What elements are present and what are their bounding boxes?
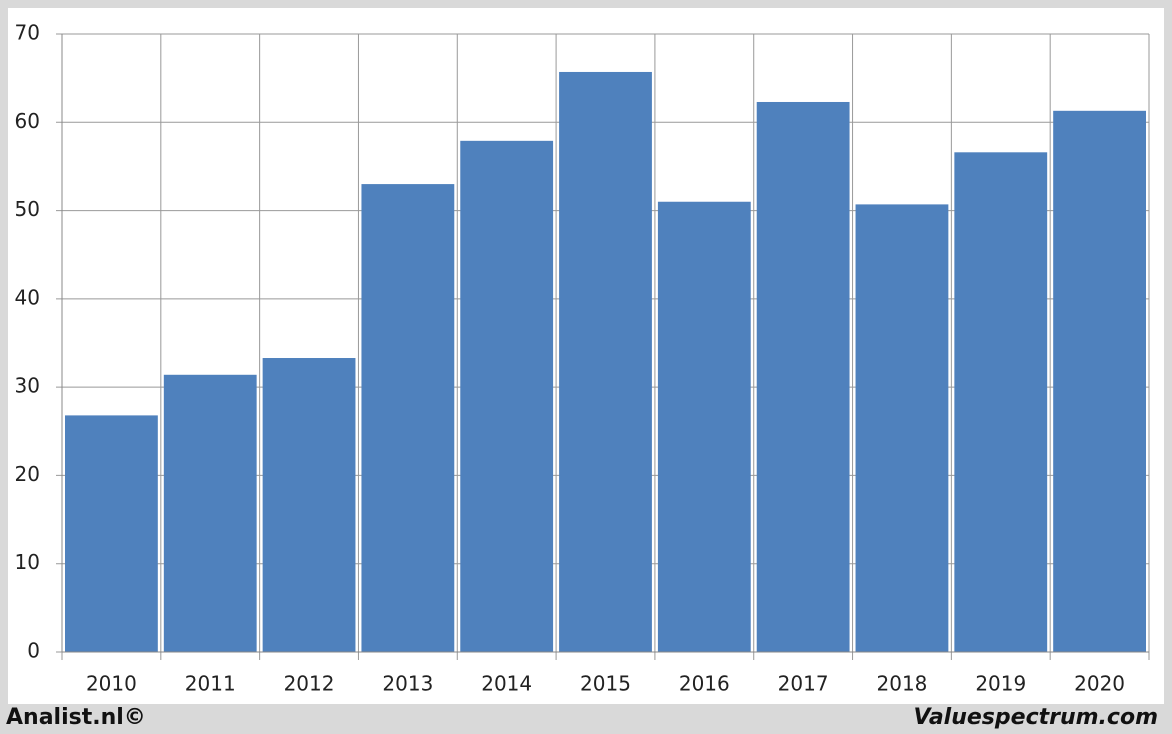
y-tick-label: 0: [27, 639, 40, 663]
x-tick-label: 2013: [382, 672, 433, 696]
bar: [65, 415, 158, 652]
bar: [262, 358, 356, 652]
y-tick-label: 50: [15, 197, 40, 221]
x-tick-label: 2017: [778, 672, 829, 696]
x-tick-label: 2019: [975, 672, 1026, 696]
bar: [460, 140, 554, 652]
bar: [559, 71, 652, 652]
x-tick-label: 2010: [86, 672, 137, 696]
y-tick-label: 30: [15, 374, 40, 398]
x-tick-label: 2016: [679, 672, 730, 696]
y-tick-label: 10: [15, 550, 40, 574]
x-tick-label: 2011: [185, 672, 236, 696]
bar: [657, 201, 751, 652]
bar: [954, 152, 1048, 652]
bar: [756, 101, 850, 653]
footer-right: Valuespectrum.com: [914, 705, 1158, 730]
x-tick-label: 2018: [877, 672, 928, 696]
bar: [163, 374, 257, 652]
y-tick-label: 60: [15, 109, 40, 133]
bar: [1053, 110, 1146, 652]
x-tick-label: 2020: [1074, 672, 1125, 696]
y-tick-label: 40: [15, 285, 40, 309]
bar: [361, 184, 455, 653]
x-tick-label: 2015: [580, 672, 631, 696]
y-tick-label: 70: [15, 21, 40, 45]
y-tick-label: 20: [15, 462, 40, 486]
footer-left: Analist.nl©: [6, 705, 146, 730]
x-tick-label: 2012: [284, 672, 335, 696]
bar: [855, 204, 949, 653]
x-tick-label: 2014: [481, 672, 532, 696]
